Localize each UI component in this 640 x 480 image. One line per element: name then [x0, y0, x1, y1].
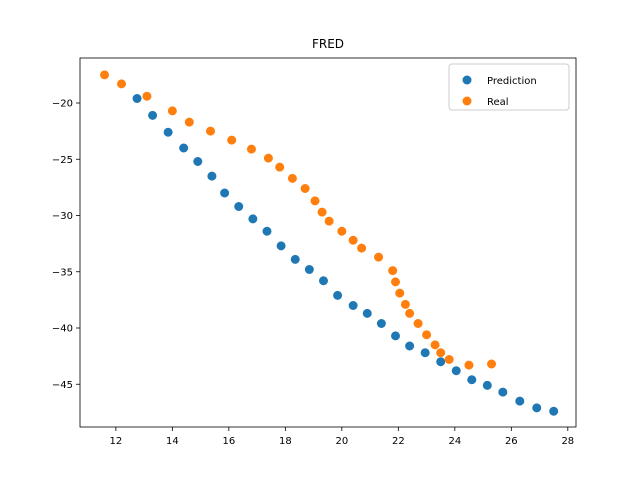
data-point-real [464, 360, 474, 370]
data-point-prediction [436, 357, 446, 367]
data-point-real [275, 162, 285, 172]
data-point-real [395, 288, 405, 298]
data-point-prediction [498, 387, 508, 397]
y-tick-label: −20 [52, 99, 73, 110]
y-tick-label: −25 [52, 155, 73, 166]
series-prediction [132, 94, 559, 416]
data-point-real [142, 91, 152, 101]
data-point-real [374, 252, 384, 262]
x-axis: 12 14 16 18 20 22 24 26 28 [110, 427, 574, 447]
data-point-prediction [549, 406, 559, 416]
data-point-real [436, 348, 446, 358]
data-point-real [184, 117, 194, 127]
y-tick-label: −45 [52, 380, 73, 391]
data-point-real [100, 70, 110, 80]
legend-label-real: Real [487, 97, 509, 108]
x-tick-label: 20 [335, 436, 348, 447]
data-point-real [205, 126, 215, 136]
data-point-prediction [248, 214, 258, 224]
x-tick-label: 26 [505, 436, 518, 447]
data-point-prediction [482, 380, 492, 390]
x-tick-label: 12 [110, 436, 123, 447]
data-point-prediction [318, 276, 328, 286]
chart-title: FRED [312, 37, 344, 51]
x-tick-label: 14 [166, 436, 179, 447]
data-point-real [422, 330, 432, 340]
data-point-real [388, 266, 398, 276]
data-point-real [300, 184, 310, 193]
data-point-real [324, 216, 334, 226]
x-tick-label: 18 [279, 436, 292, 447]
data-point-real [317, 207, 327, 217]
data-point-prediction [362, 308, 372, 318]
series-real [100, 70, 497, 370]
data-point-prediction [220, 188, 230, 198]
data-point-prediction [132, 94, 142, 103]
x-tick-label: 22 [392, 436, 405, 447]
data-point-real [405, 308, 415, 318]
data-point-real [310, 196, 320, 206]
data-point-real [444, 355, 454, 364]
data-point-prediction [532, 403, 542, 413]
data-point-real [337, 226, 347, 236]
x-tick-label: 24 [448, 436, 461, 447]
legend: Prediction Real [448, 63, 570, 111]
data-point-real [391, 277, 401, 287]
data-point-real [287, 173, 297, 183]
data-point-real [117, 79, 127, 89]
data-point-prediction [376, 319, 386, 328]
data-point-prediction [276, 241, 286, 251]
data-point-prediction [207, 171, 217, 181]
legend-label-prediction: Prediction [487, 76, 537, 87]
y-tick-label: −30 [52, 211, 73, 222]
data-point-real [487, 359, 497, 369]
y-tick-label: −35 [52, 267, 73, 278]
data-point-real [348, 235, 358, 245]
data-point-prediction [193, 157, 203, 166]
data-point-prediction [163, 127, 173, 137]
data-point-prediction [234, 202, 244, 211]
x-tick-label: 16 [222, 436, 235, 447]
data-point-real [227, 135, 237, 145]
legend-marker-real [462, 96, 472, 106]
data-point-prediction [179, 143, 189, 153]
data-point-prediction [451, 366, 461, 376]
data-point-real [357, 243, 367, 253]
plot-frame [79, 57, 577, 428]
legend-box [448, 63, 570, 111]
data-point-prediction [290, 254, 300, 264]
data-point-real [430, 340, 440, 350]
data-point-real [263, 153, 273, 163]
y-tick-label: −40 [52, 324, 73, 335]
data-point-prediction [304, 265, 314, 274]
data-point-prediction [148, 110, 158, 120]
x-tick-label: 28 [561, 436, 574, 447]
data-point-prediction [262, 226, 272, 236]
data-point-prediction [420, 348, 430, 358]
data-point-prediction [348, 301, 358, 310]
data-point-real [413, 319, 423, 328]
data-point-real [400, 299, 410, 309]
data-point-prediction [333, 290, 343, 300]
y-axis: −20 −25 −30 −35 −40 −45 [52, 99, 80, 391]
data-point-real [246, 144, 256, 154]
data-point-prediction [467, 375, 477, 385]
data-point-prediction [391, 331, 401, 341]
data-point-real [167, 106, 177, 116]
data-point-prediction [515, 396, 525, 406]
data-points [100, 70, 559, 416]
legend-marker-prediction [462, 75, 472, 85]
data-point-prediction [405, 341, 415, 351]
